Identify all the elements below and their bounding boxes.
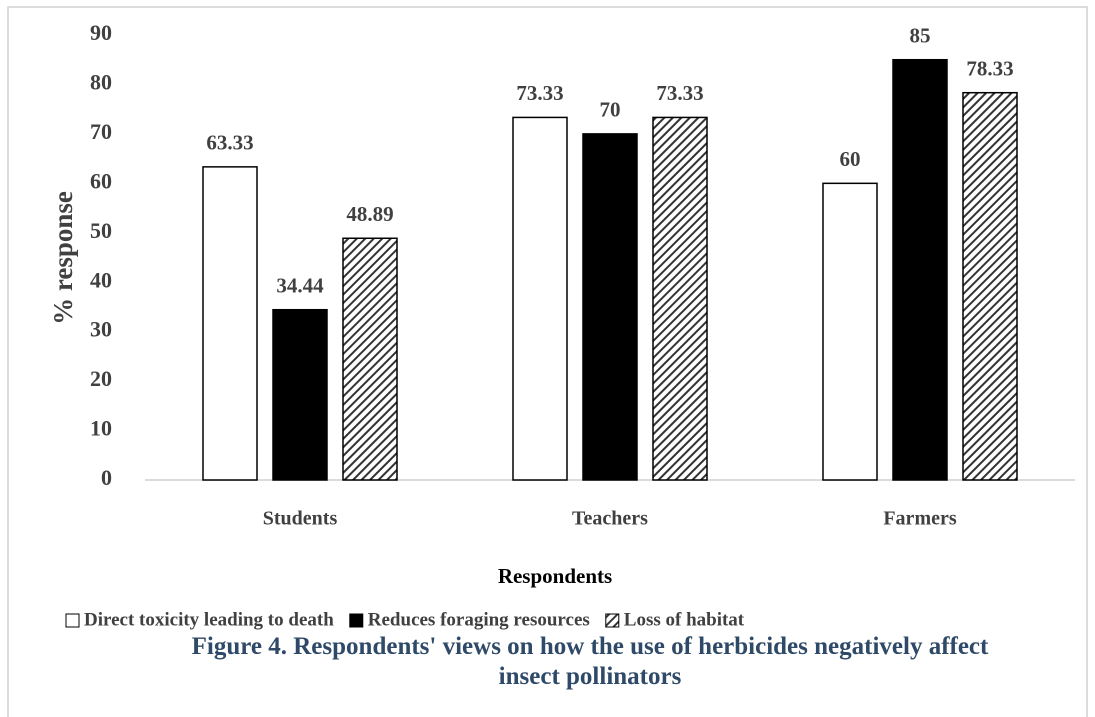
bar xyxy=(512,116,568,481)
y-tick-label: 10 xyxy=(90,416,112,441)
chart-title: Figure 4. Respondents' views on how the … xyxy=(191,633,989,690)
x-tick-label: Students xyxy=(263,508,338,530)
value-label: 73.33 xyxy=(516,81,563,105)
y-tick-label: 80 xyxy=(90,69,112,94)
legend-label: Reduces foraging resources xyxy=(368,609,590,630)
bar xyxy=(652,116,708,481)
y-tick-label: 30 xyxy=(90,317,112,342)
bar xyxy=(342,237,398,481)
value-label: 48.89 xyxy=(346,202,393,226)
value-label: 85 xyxy=(910,24,931,48)
y-tick-label: 20 xyxy=(90,366,112,391)
value-label: 63.33 xyxy=(206,131,253,155)
legend-swatch xyxy=(349,613,364,628)
legend-label: Loss of habitat xyxy=(624,609,745,630)
value-label: 34.44 xyxy=(276,274,324,298)
legend-swatch xyxy=(65,613,80,628)
value-label: 73.33 xyxy=(656,81,703,105)
y-tick-label: 50 xyxy=(90,218,112,243)
bar xyxy=(272,308,328,481)
value-label: 70 xyxy=(600,98,621,122)
y-tick-label: 0 xyxy=(101,465,112,490)
value-label: 78.33 xyxy=(966,57,1013,81)
y-axis-label: % response xyxy=(48,191,78,325)
y-tick-label: 70 xyxy=(90,119,112,144)
x-tick-label: Farmers xyxy=(883,508,957,530)
y-tick-label: 60 xyxy=(90,168,112,193)
bar xyxy=(962,91,1018,481)
value-label: 60 xyxy=(840,147,861,171)
legend-swatch xyxy=(605,613,620,628)
bar xyxy=(822,182,878,481)
y-tick-label: 40 xyxy=(90,267,112,292)
y-tick-label: 90 xyxy=(90,20,112,45)
x-axis-label: Respondents xyxy=(498,564,612,588)
bar xyxy=(202,166,258,481)
x-tick-label: Teachers xyxy=(572,508,648,530)
frame xyxy=(7,6,1088,717)
bar xyxy=(582,133,638,481)
legend-label: Direct toxicity leading to death xyxy=(84,609,334,630)
bar xyxy=(892,58,948,481)
